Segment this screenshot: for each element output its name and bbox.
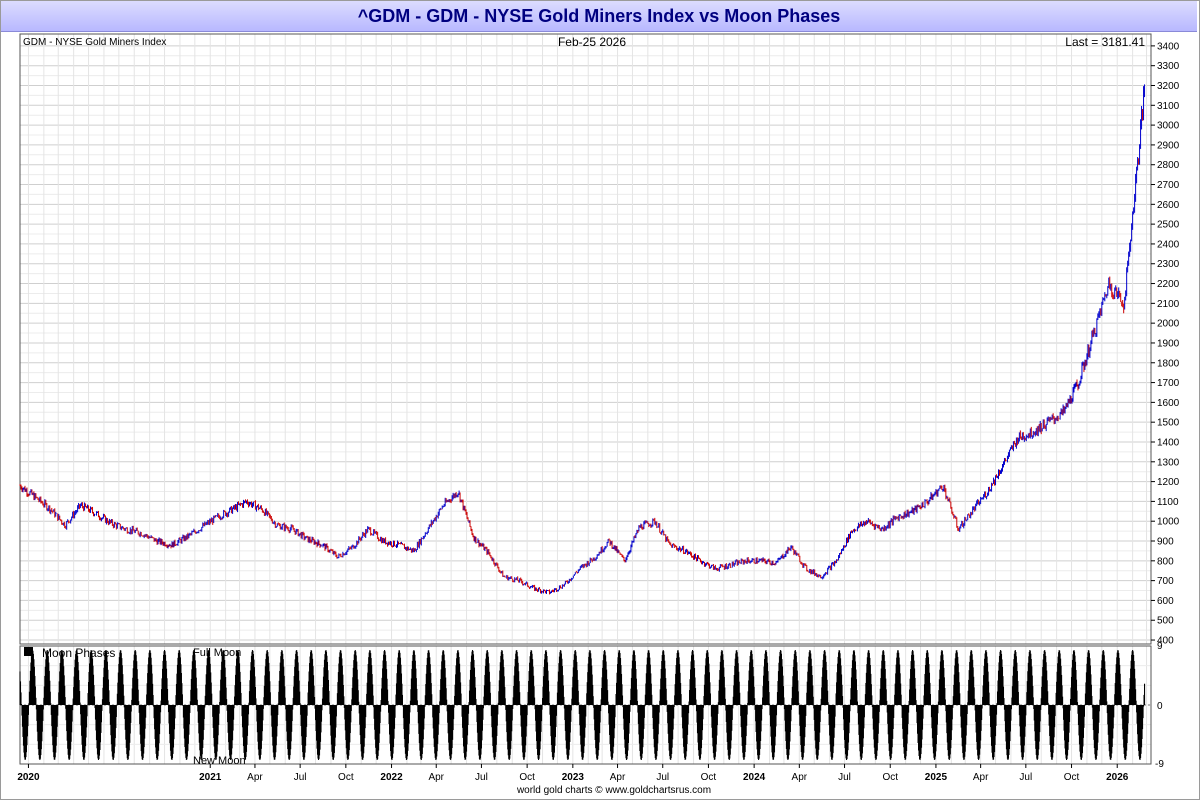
x-tick-label: Jul bbox=[475, 772, 488, 783]
y-tick-label: 3400 bbox=[1157, 41, 1180, 52]
x-tick-label: Oct bbox=[519, 772, 535, 783]
y-tick-label: 2800 bbox=[1157, 160, 1180, 171]
y-tick-label: 1100 bbox=[1157, 497, 1179, 508]
x-tick-label: 2026 bbox=[1106, 772, 1129, 783]
x-tick-label: Apr bbox=[973, 772, 989, 783]
x-tick-label: Apr bbox=[247, 772, 263, 783]
price-gridlines bbox=[20, 34, 1151, 644]
y-tick-label: 2400 bbox=[1157, 239, 1180, 250]
new-moon-label: New Moon bbox=[193, 755, 246, 767]
y-tick-label: 700 bbox=[1157, 576, 1174, 587]
x-tick-label: 2022 bbox=[380, 772, 403, 783]
last-value-label: Last = 3181.41 bbox=[1065, 35, 1145, 49]
full-moon-label: Full Moon bbox=[193, 647, 241, 659]
x-tick-label: Oct bbox=[882, 772, 898, 783]
x-tick-label: Apr bbox=[428, 772, 444, 783]
y-tick-label: 1300 bbox=[1157, 457, 1180, 468]
x-tick-label: 2023 bbox=[562, 772, 585, 783]
price-series bbox=[19, 84, 1146, 595]
x-tick-label: 2024 bbox=[743, 772, 766, 783]
y-tick-label: 1800 bbox=[1157, 358, 1180, 369]
y-tick-label: 1400 bbox=[1157, 437, 1180, 448]
x-tick-label: Jul bbox=[656, 772, 669, 783]
x-tick-label: Jul bbox=[838, 772, 851, 783]
y-tick-label: 2000 bbox=[1157, 319, 1180, 330]
y-tick-label: 3300 bbox=[1157, 61, 1180, 72]
date-label: Feb-25 2026 bbox=[558, 35, 626, 49]
y-tick-label: 2600 bbox=[1157, 200, 1180, 211]
y-tick-label: 1700 bbox=[1157, 378, 1180, 389]
y-tick-label: 2700 bbox=[1157, 180, 1180, 191]
y-tick-label: 3200 bbox=[1157, 81, 1180, 92]
moon-phase-bars bbox=[19, 650, 1146, 760]
x-tick-label: Oct bbox=[701, 772, 717, 783]
y-tick-label: 500 bbox=[1157, 616, 1174, 627]
footer-credit: world gold charts © www.goldchartsrus.co… bbox=[516, 785, 711, 796]
x-tick-label: Apr bbox=[610, 772, 626, 783]
chart-title: ^GDM - GDM - NYSE Gold Miners Index vs M… bbox=[1, 1, 1197, 32]
x-tick-label: Jul bbox=[294, 772, 307, 783]
x-tick-label: 2025 bbox=[925, 772, 948, 783]
y-tick-label: 900 bbox=[1157, 537, 1174, 548]
y-tick-label: 1900 bbox=[1157, 338, 1180, 349]
index-name-label: GDM - NYSE Gold Miners Index bbox=[23, 37, 166, 48]
date-x-axis: 2020 2021 Apr Jul Oct 2022 Apr Jul Oct 2023 Apr Jul… bbox=[17, 764, 1129, 783]
x-tick-label: 2020 bbox=[17, 772, 40, 783]
moon-ytick-top: 9 bbox=[1157, 641, 1163, 652]
y-tick-label: 2300 bbox=[1157, 259, 1180, 270]
price-plot-border bbox=[19, 33, 1152, 645]
x-tick-label: Jul bbox=[1019, 772, 1032, 783]
y-tick-label: 400 bbox=[1157, 636, 1174, 647]
price-y-axis: 400 500 600 700 800 900 1000 1100 1200 1300 1400 15… bbox=[1151, 41, 1180, 647]
moon-ytick-bottom: -9 bbox=[1155, 759, 1164, 770]
y-tick-label: 600 bbox=[1157, 596, 1174, 607]
y-tick-label: 3000 bbox=[1157, 121, 1180, 132]
y-tick-label: 1600 bbox=[1157, 398, 1180, 409]
y-tick-label: 800 bbox=[1157, 556, 1174, 567]
x-tick-label: 2021 bbox=[199, 772, 222, 783]
y-tick-label: 2500 bbox=[1157, 220, 1180, 231]
moon-legend-swatch bbox=[24, 647, 33, 656]
y-tick-label: 2100 bbox=[1157, 299, 1180, 310]
y-tick-label: 3100 bbox=[1157, 101, 1180, 112]
x-tick-label: Oct bbox=[338, 772, 354, 783]
y-tick-label: 2900 bbox=[1157, 140, 1180, 151]
x-tick-label: Apr bbox=[792, 772, 808, 783]
x-tick-label: Oct bbox=[1064, 772, 1080, 783]
moon-legend-label: Moon Phases bbox=[42, 646, 115, 660]
moon-ytick-zero: 0 bbox=[1157, 701, 1163, 712]
y-tick-label: 2200 bbox=[1157, 279, 1180, 290]
y-tick-label: 1000 bbox=[1157, 517, 1180, 528]
y-tick-label: 1200 bbox=[1157, 477, 1180, 488]
y-tick-label: 1500 bbox=[1157, 418, 1180, 429]
